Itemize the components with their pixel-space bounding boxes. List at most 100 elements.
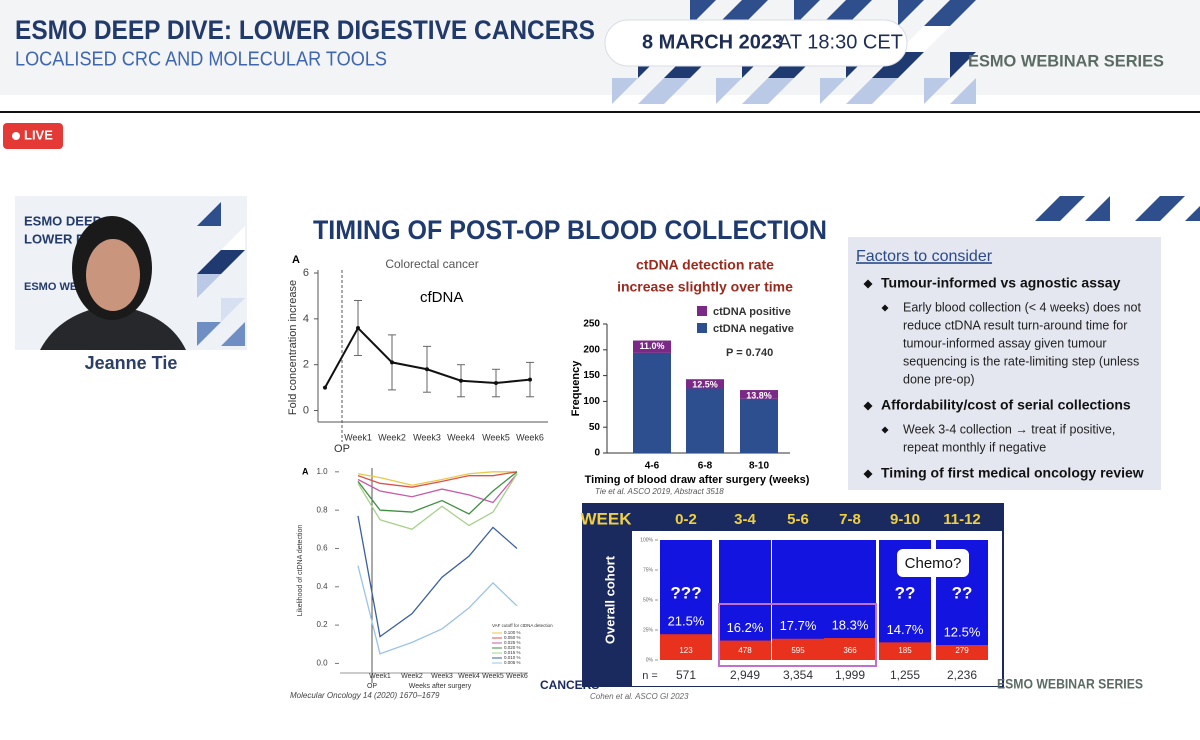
- factor-detail: Early blood collection (< 4 weeks) does …: [903, 300, 1142, 314]
- legend-label: 0.010 %: [504, 655, 521, 660]
- positive-count: 366: [843, 646, 857, 655]
- panel-label: A: [292, 254, 300, 266]
- y-axis-label: Frequency: [570, 360, 582, 417]
- data-line: [357, 565, 518, 655]
- decor-triangle: [898, 52, 924, 78]
- decor-triangle: [924, 0, 950, 26]
- op-label: OP: [334, 443, 350, 455]
- value-label: 21.5%: [668, 614, 705, 629]
- y-tick-label: 25%: [643, 627, 654, 633]
- bullet: [881, 426, 889, 434]
- y-axis-label: Likelihood of ctDNA detection: [297, 525, 304, 617]
- source: Tie et al. ASCO 2019, Abstract 3518: [595, 487, 724, 496]
- legend-label: 0.050 %: [504, 635, 521, 640]
- y-tick-label: 75%: [643, 567, 654, 573]
- bar: [879, 642, 931, 660]
- data-line: [357, 515, 518, 638]
- source: Molecular Oncology 14 (2020) 1670–1679: [290, 691, 440, 700]
- header-series: ESMO WEBINAR SERIES: [968, 51, 1164, 70]
- legend-label: 0.100 %: [504, 630, 521, 635]
- legend-label: 0.025 %: [504, 640, 521, 645]
- value-label: 14.7%: [887, 622, 924, 637]
- positive-count: 123: [679, 646, 693, 655]
- factor-detail: done pre-op): [903, 372, 975, 386]
- y-tick-label: 0.4: [316, 582, 328, 591]
- positive-count: 185: [898, 646, 912, 655]
- positive-count: 595: [791, 646, 805, 655]
- bullet: [863, 401, 873, 411]
- positive-count: 478: [738, 646, 752, 655]
- x-tick-label: Week4: [458, 673, 480, 680]
- data-point: [425, 367, 429, 372]
- y-tick-label: 50%: [643, 597, 654, 603]
- decor-triangle: [1085, 196, 1110, 221]
- y-tick-label: 100%: [640, 537, 653, 543]
- n-value: 1,999: [835, 668, 865, 682]
- decor-triangle: [638, 78, 664, 104]
- data-point: [528, 377, 532, 382]
- decor-triangle: [221, 298, 245, 322]
- decor-triangle: [924, 78, 950, 104]
- decor-triangle: [768, 78, 794, 104]
- x-tick-label: Week2: [378, 432, 406, 442]
- decor-triangle: [872, 78, 898, 104]
- y-tick-label: 50: [589, 422, 601, 433]
- decor-triangle: [924, 26, 950, 52]
- x-tick-label: Week1: [344, 432, 372, 442]
- data-point: [459, 378, 463, 383]
- bar-segment: [686, 388, 724, 453]
- x-tick-label: Week2: [401, 673, 423, 680]
- legend-label: 0.020 %: [504, 645, 521, 650]
- decor-triangle: [197, 202, 221, 226]
- decor-triangle: [950, 78, 976, 104]
- x-tick-label: 4-6: [645, 461, 660, 472]
- y-tick-label: 1.0: [316, 467, 328, 476]
- data-point: [494, 381, 498, 386]
- decor-triangle: [221, 322, 245, 346]
- x-axis-label: Weeks after surgery: [409, 683, 472, 690]
- bar-segment: [740, 390, 778, 399]
- week-label: 5-6: [787, 511, 809, 528]
- bullet: [881, 304, 889, 312]
- p-value: P = 0.740: [726, 347, 773, 359]
- y-tick-label: 0: [303, 404, 309, 416]
- chart-annotation: cfDNA: [420, 289, 463, 306]
- decor-triangle: [742, 78, 768, 104]
- decor-triangle: [1035, 196, 1060, 221]
- data-point: [390, 360, 394, 365]
- x-tick-label: 6-8: [698, 461, 713, 472]
- header-title: ESMO DEEP DIVE: LOWER DIGESTIVE CANCERS: [15, 15, 595, 45]
- x-tick-label: Week4: [447, 432, 475, 442]
- y-tick-label: 2: [303, 359, 309, 371]
- bar-segment: [633, 340, 671, 353]
- decor-triangle: [1135, 196, 1160, 221]
- data-point: [356, 326, 360, 331]
- y-tick-label: 0.6: [316, 544, 328, 553]
- legend-label: ctDNA positive: [713, 306, 791, 318]
- percent-label: 13.8%: [746, 390, 772, 400]
- decor-triangle: [221, 250, 245, 274]
- bar: [660, 634, 712, 660]
- y-tick-label: 250: [583, 319, 600, 330]
- bar: [772, 638, 824, 660]
- chart-title: ctDNA detection rate: [636, 257, 774, 273]
- value-label: 16.2%: [727, 620, 764, 635]
- bar: [719, 640, 771, 660]
- data-line: [357, 473, 518, 504]
- legend-swatch: [697, 323, 707, 333]
- footer-journal: CANCERS: [540, 678, 599, 692]
- y-tick-label: 0.2: [316, 620, 328, 629]
- x-tick-label: Week5: [482, 673, 504, 680]
- op-label: OP: [367, 683, 377, 690]
- decor-triangle: [950, 0, 976, 26]
- speaker-name: Jeanne Tie: [85, 353, 178, 373]
- factor-detail: tumour-informed assay given tumour: [903, 336, 1107, 350]
- data-line: [357, 471, 518, 515]
- week-label: 0-2: [675, 511, 697, 528]
- factor-item: Tumour-informed vs agnostic assay: [881, 275, 1121, 291]
- chart-title: increase slightly over time: [617, 279, 793, 295]
- bar-segment: [633, 352, 671, 453]
- unknown-label: ???: [670, 583, 701, 602]
- factor-detail: repeat monthly if negative: [903, 440, 1046, 454]
- n-value: 571: [676, 668, 696, 682]
